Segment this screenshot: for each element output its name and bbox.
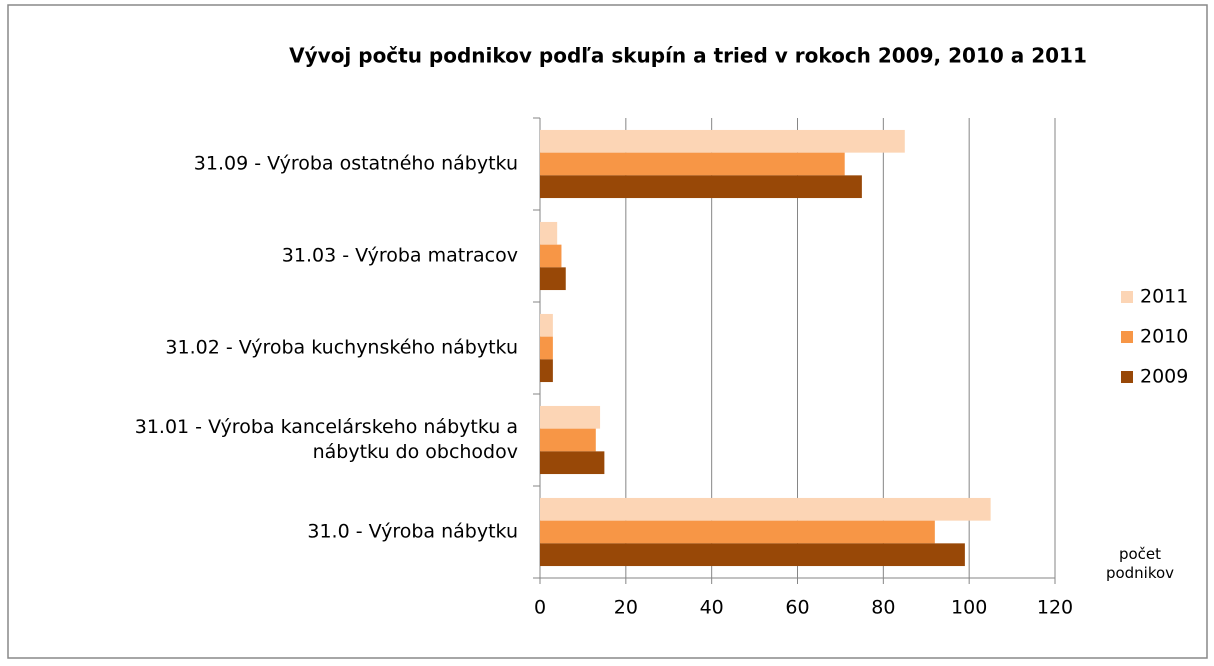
x-tick-label: 80	[871, 597, 895, 619]
bar	[540, 129, 905, 153]
bar	[540, 405, 601, 429]
x-tick-label: 100	[951, 597, 987, 619]
bar	[540, 175, 862, 199]
bar	[540, 336, 553, 360]
x-axis-label: počet podnikov	[1105, 545, 1175, 582]
legend-label: 2010	[1140, 326, 1188, 348]
legend-label: 2011	[1140, 286, 1188, 308]
chart-border	[7, 4, 1208, 659]
bar	[540, 428, 596, 452]
bar	[540, 244, 562, 268]
y-tick-label: 31.0 - Výroba nábytku	[307, 520, 518, 543]
bar	[540, 451, 605, 475]
bar	[540, 543, 965, 567]
bar	[540, 267, 566, 291]
legend-swatch	[1121, 371, 1133, 383]
bar	[540, 152, 845, 176]
x-tick-label: 60	[785, 597, 809, 619]
y-tick-label: 31.03 - Výroba matracov	[281, 244, 518, 267]
x-tick-label: 20	[614, 597, 638, 619]
x-tick-label: 40	[700, 597, 724, 619]
x-tick-label: 120	[1037, 597, 1073, 619]
bar	[540, 359, 553, 383]
chart-title: Vývoj počtu podnikov podľa skupín a trie…	[289, 44, 1087, 68]
y-tick-label: 31.09 - Výroba ostatného nábytku	[193, 152, 518, 175]
y-tick-label: 31.02 - Výroba kuchynského nábytku	[165, 336, 518, 359]
bar	[540, 520, 935, 544]
bar	[540, 221, 558, 245]
bar	[540, 497, 991, 521]
legend-swatch	[1121, 331, 1133, 343]
x-tick-label: 0	[534, 597, 546, 619]
bar	[540, 313, 553, 337]
legend-label: 2009	[1140, 366, 1188, 388]
legend-swatch	[1121, 291, 1133, 303]
y-tick-label: 31.01 - Výroba kancelárskeho nábytku a n…	[134, 416, 518, 463]
